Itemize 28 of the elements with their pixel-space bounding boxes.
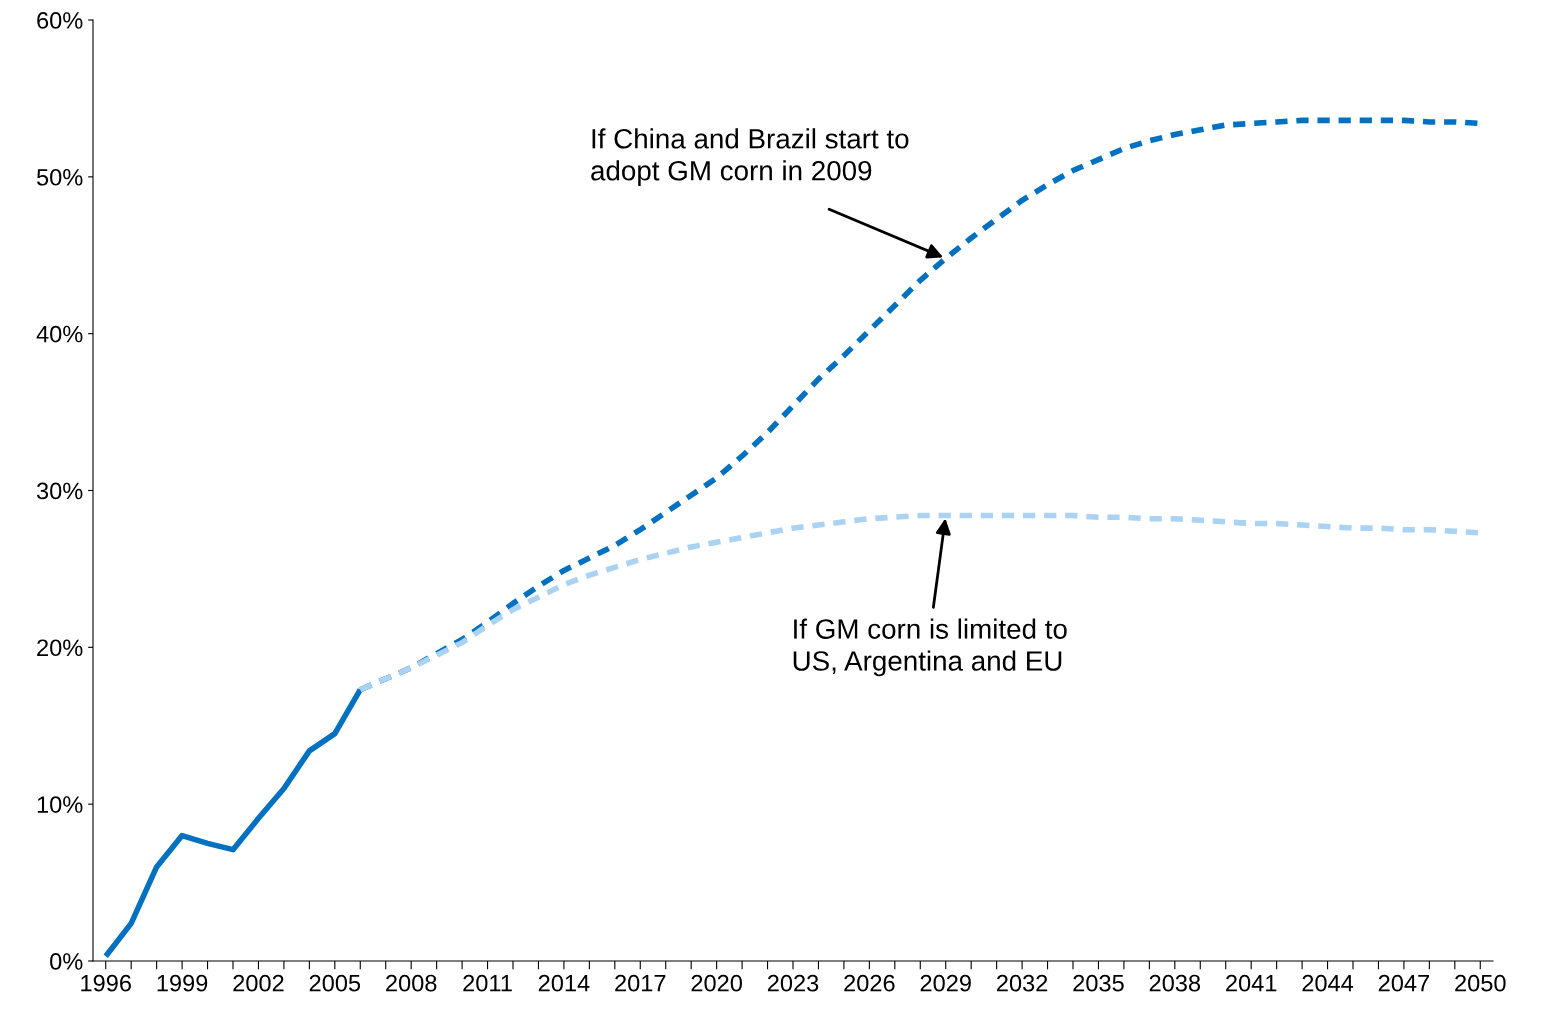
- y-tick-label: 40%: [36, 325, 83, 343]
- x-tick-label: 2035: [1073, 974, 1124, 992]
- x-tick-label: 2008: [386, 974, 437, 992]
- y-tick-label: 30%: [36, 482, 83, 500]
- x-tick-label: 2005: [309, 974, 361, 992]
- x-tick-label: 2044: [1302, 974, 1354, 992]
- annotation: If GM corn is limited to US, Argentina and EU: [793, 618, 1067, 677]
- y-tick-label: 10%: [37, 796, 83, 813]
- y-tick-label: 60%: [37, 12, 83, 29]
- x-tick-label: 2047: [1378, 974, 1429, 992]
- x-tick-label: 1999: [157, 974, 208, 992]
- annotation: If China and Brazil start to adopt GM corn in 2009: [591, 128, 909, 187]
- x-tick-label: 2011: [463, 974, 512, 992]
- x-tick-label: 2020: [691, 974, 742, 992]
- y-tick-label: 20%: [37, 639, 83, 657]
- x-tick-label: 2026: [844, 974, 895, 992]
- x-tick-label: 2017: [615, 974, 666, 992]
- x-tick-label: 2041: [1226, 974, 1277, 992]
- x-tick-label: 2014: [538, 974, 590, 992]
- x-tick-label: 2038: [1149, 974, 1201, 992]
- x-tick-label: 2029: [920, 974, 971, 992]
- x-tick-label: 2023: [767, 974, 819, 992]
- x-tick-label: 1996: [81, 974, 131, 992]
- x-tick-label: 2050: [1455, 974, 1506, 992]
- x-tick-label: 2002: [233, 974, 284, 992]
- y-tick-label: 50%: [36, 168, 83, 186]
- y-tick-label: 0%: [50, 953, 83, 970]
- x-tick-label: 2032: [997, 974, 1048, 992]
